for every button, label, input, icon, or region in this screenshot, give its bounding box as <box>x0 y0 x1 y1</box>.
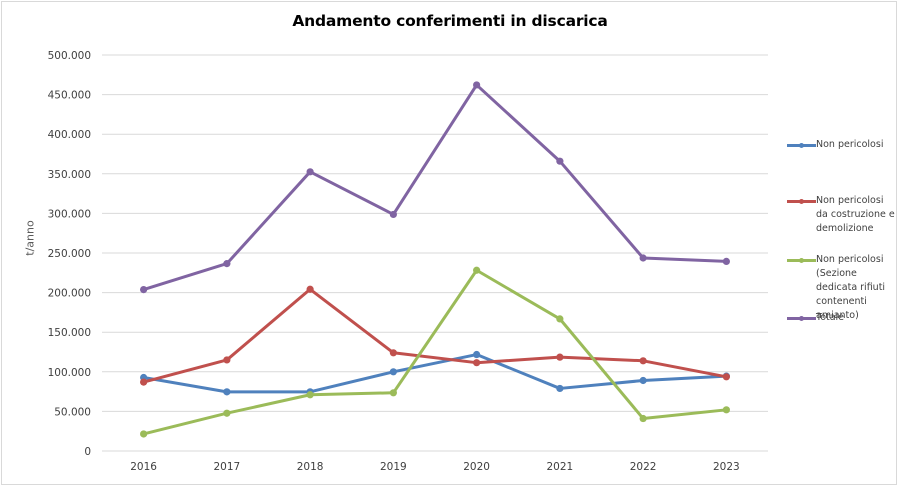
data-point-marker <box>639 357 647 365</box>
y-tick-label: 50.000 <box>54 406 91 418</box>
data-point-marker <box>473 81 481 89</box>
legend-item-non-pericolosi: Non pericolosi <box>787 138 898 152</box>
data-point-marker <box>639 376 647 385</box>
legend-line-marker-icon <box>787 313 816 323</box>
data-point-marker <box>722 373 730 381</box>
data-point-marker <box>556 353 564 361</box>
data-point-marker <box>556 384 564 393</box>
y-tick-label: 400.000 <box>48 129 91 141</box>
legend-label: Non pericolosi (Sezione dedicata rifiuti… <box>816 254 886 321</box>
x-tick-label: 2017 <box>214 461 241 473</box>
x-tick-label: 2020 <box>463 461 490 473</box>
data-point-marker <box>556 157 564 165</box>
data-point-marker <box>473 266 481 274</box>
data-point-marker <box>389 368 397 376</box>
data-point-marker <box>140 378 148 386</box>
series-line <box>142 268 728 436</box>
legend-item-costruzione-demolizione: Non pericolosi da costruzione e demolizi… <box>787 194 898 236</box>
data-point-marker <box>722 406 730 414</box>
data-point-marker <box>556 315 564 323</box>
data-point-marker <box>223 356 231 364</box>
legend-item-amianto: Non pericolosi (Sezione dedicata rifiuti… <box>787 253 898 323</box>
series-line <box>142 287 728 384</box>
x-tick-label: 2021 <box>547 461 574 473</box>
data-point-marker <box>722 257 730 265</box>
legend-line-marker-icon <box>787 140 816 150</box>
x-tick-label: 2022 <box>630 461 657 473</box>
y-tick-label: 250.000 <box>48 248 91 260</box>
y-tick-label: 300.000 <box>48 208 91 220</box>
data-point-marker <box>306 391 314 399</box>
x-tick-label: 2018 <box>297 461 324 473</box>
data-point-marker <box>140 285 148 294</box>
y-tick-label: 450.000 <box>48 90 91 102</box>
gridlines <box>102 54 768 452</box>
x-axis-ticks: 2016 2017 2018 2019 2020 2021 2022 2023 <box>130 461 739 473</box>
y-tick-label: 0 <box>84 446 91 458</box>
legend-label: Non pericolosi da costruzione e demolizi… <box>816 195 895 234</box>
chart-title: Andamento conferimenti in discarica <box>292 12 608 30</box>
data-point-marker <box>389 349 397 357</box>
legend-item-totale: Totale <box>787 311 898 325</box>
x-tick-label: 2023 <box>713 461 740 473</box>
y-axis-ticks: 0 50.000 100.000 150.000 200.000 250.000 300.0… <box>48 50 91 458</box>
x-tick-label: 2016 <box>130 461 157 473</box>
data-point-marker <box>473 350 481 359</box>
data-point-marker <box>140 430 148 438</box>
legend-line-marker-icon <box>787 255 816 265</box>
x-tick-label: 2019 <box>380 461 407 473</box>
data-point-marker <box>223 260 231 268</box>
y-tick-label: 350.000 <box>48 169 91 181</box>
data-point-marker <box>639 414 647 423</box>
legend-line-marker-icon <box>787 196 816 206</box>
series-2 <box>140 266 730 438</box>
data-point-marker <box>223 388 231 396</box>
y-tick-label: 200.000 <box>48 288 91 300</box>
y-tick-label: 150.000 <box>48 327 91 339</box>
series-3 <box>140 81 730 294</box>
y-tick-label: 500.000 <box>48 50 91 62</box>
data-point-marker <box>223 409 231 417</box>
series-lines <box>140 81 730 438</box>
series-line <box>142 353 728 394</box>
legend-label: Totale <box>816 312 845 323</box>
data-point-marker <box>306 168 314 176</box>
data-point-marker <box>389 210 397 219</box>
data-point-marker <box>639 254 647 262</box>
series-1 <box>140 285 730 386</box>
data-point-marker <box>306 285 314 293</box>
legend-label: Non pericolosi <box>816 139 884 150</box>
y-tick-label: 100.000 <box>48 367 91 379</box>
data-point-marker <box>473 359 481 367</box>
series-line <box>142 83 728 292</box>
data-point-marker <box>389 389 397 397</box>
